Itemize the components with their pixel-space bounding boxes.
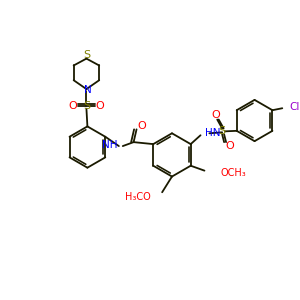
Text: S: S (219, 126, 226, 136)
Text: O: O (68, 101, 77, 111)
Text: Cl: Cl (289, 102, 299, 112)
Text: N: N (83, 85, 91, 95)
Text: OCH₃: OCH₃ (220, 168, 246, 178)
Text: S: S (83, 50, 90, 60)
Text: O: O (226, 141, 234, 151)
Text: S: S (83, 101, 90, 111)
Text: HN: HN (206, 128, 221, 138)
Text: O: O (96, 101, 105, 111)
Text: H₃CO: H₃CO (124, 192, 150, 202)
Text: O: O (137, 122, 146, 131)
Text: O: O (211, 110, 220, 120)
Text: NH: NH (102, 140, 118, 150)
